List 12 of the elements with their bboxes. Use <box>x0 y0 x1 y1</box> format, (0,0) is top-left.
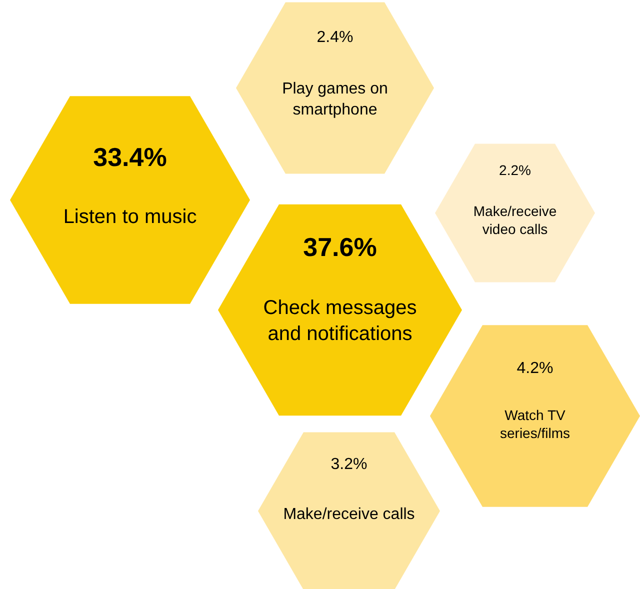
category-label: Listen to music <box>63 206 197 228</box>
category-label: Make/receive video calls <box>473 202 557 238</box>
data-label: 3.2% <box>330 456 368 473</box>
category-label: Check messages and notifications <box>263 297 417 345</box>
category-label: Play games on smartphone <box>282 80 388 118</box>
category-label: Make/receive calls <box>283 506 415 523</box>
data-label: 33.4% <box>93 142 167 172</box>
data-label: 4.2% <box>516 360 554 377</box>
data-label: 2.2% <box>499 162 531 178</box>
data-label: 2.4% <box>316 29 354 46</box>
category-label: Watch TV series/films <box>500 406 570 442</box>
data-label: 37.6% <box>303 232 377 262</box>
